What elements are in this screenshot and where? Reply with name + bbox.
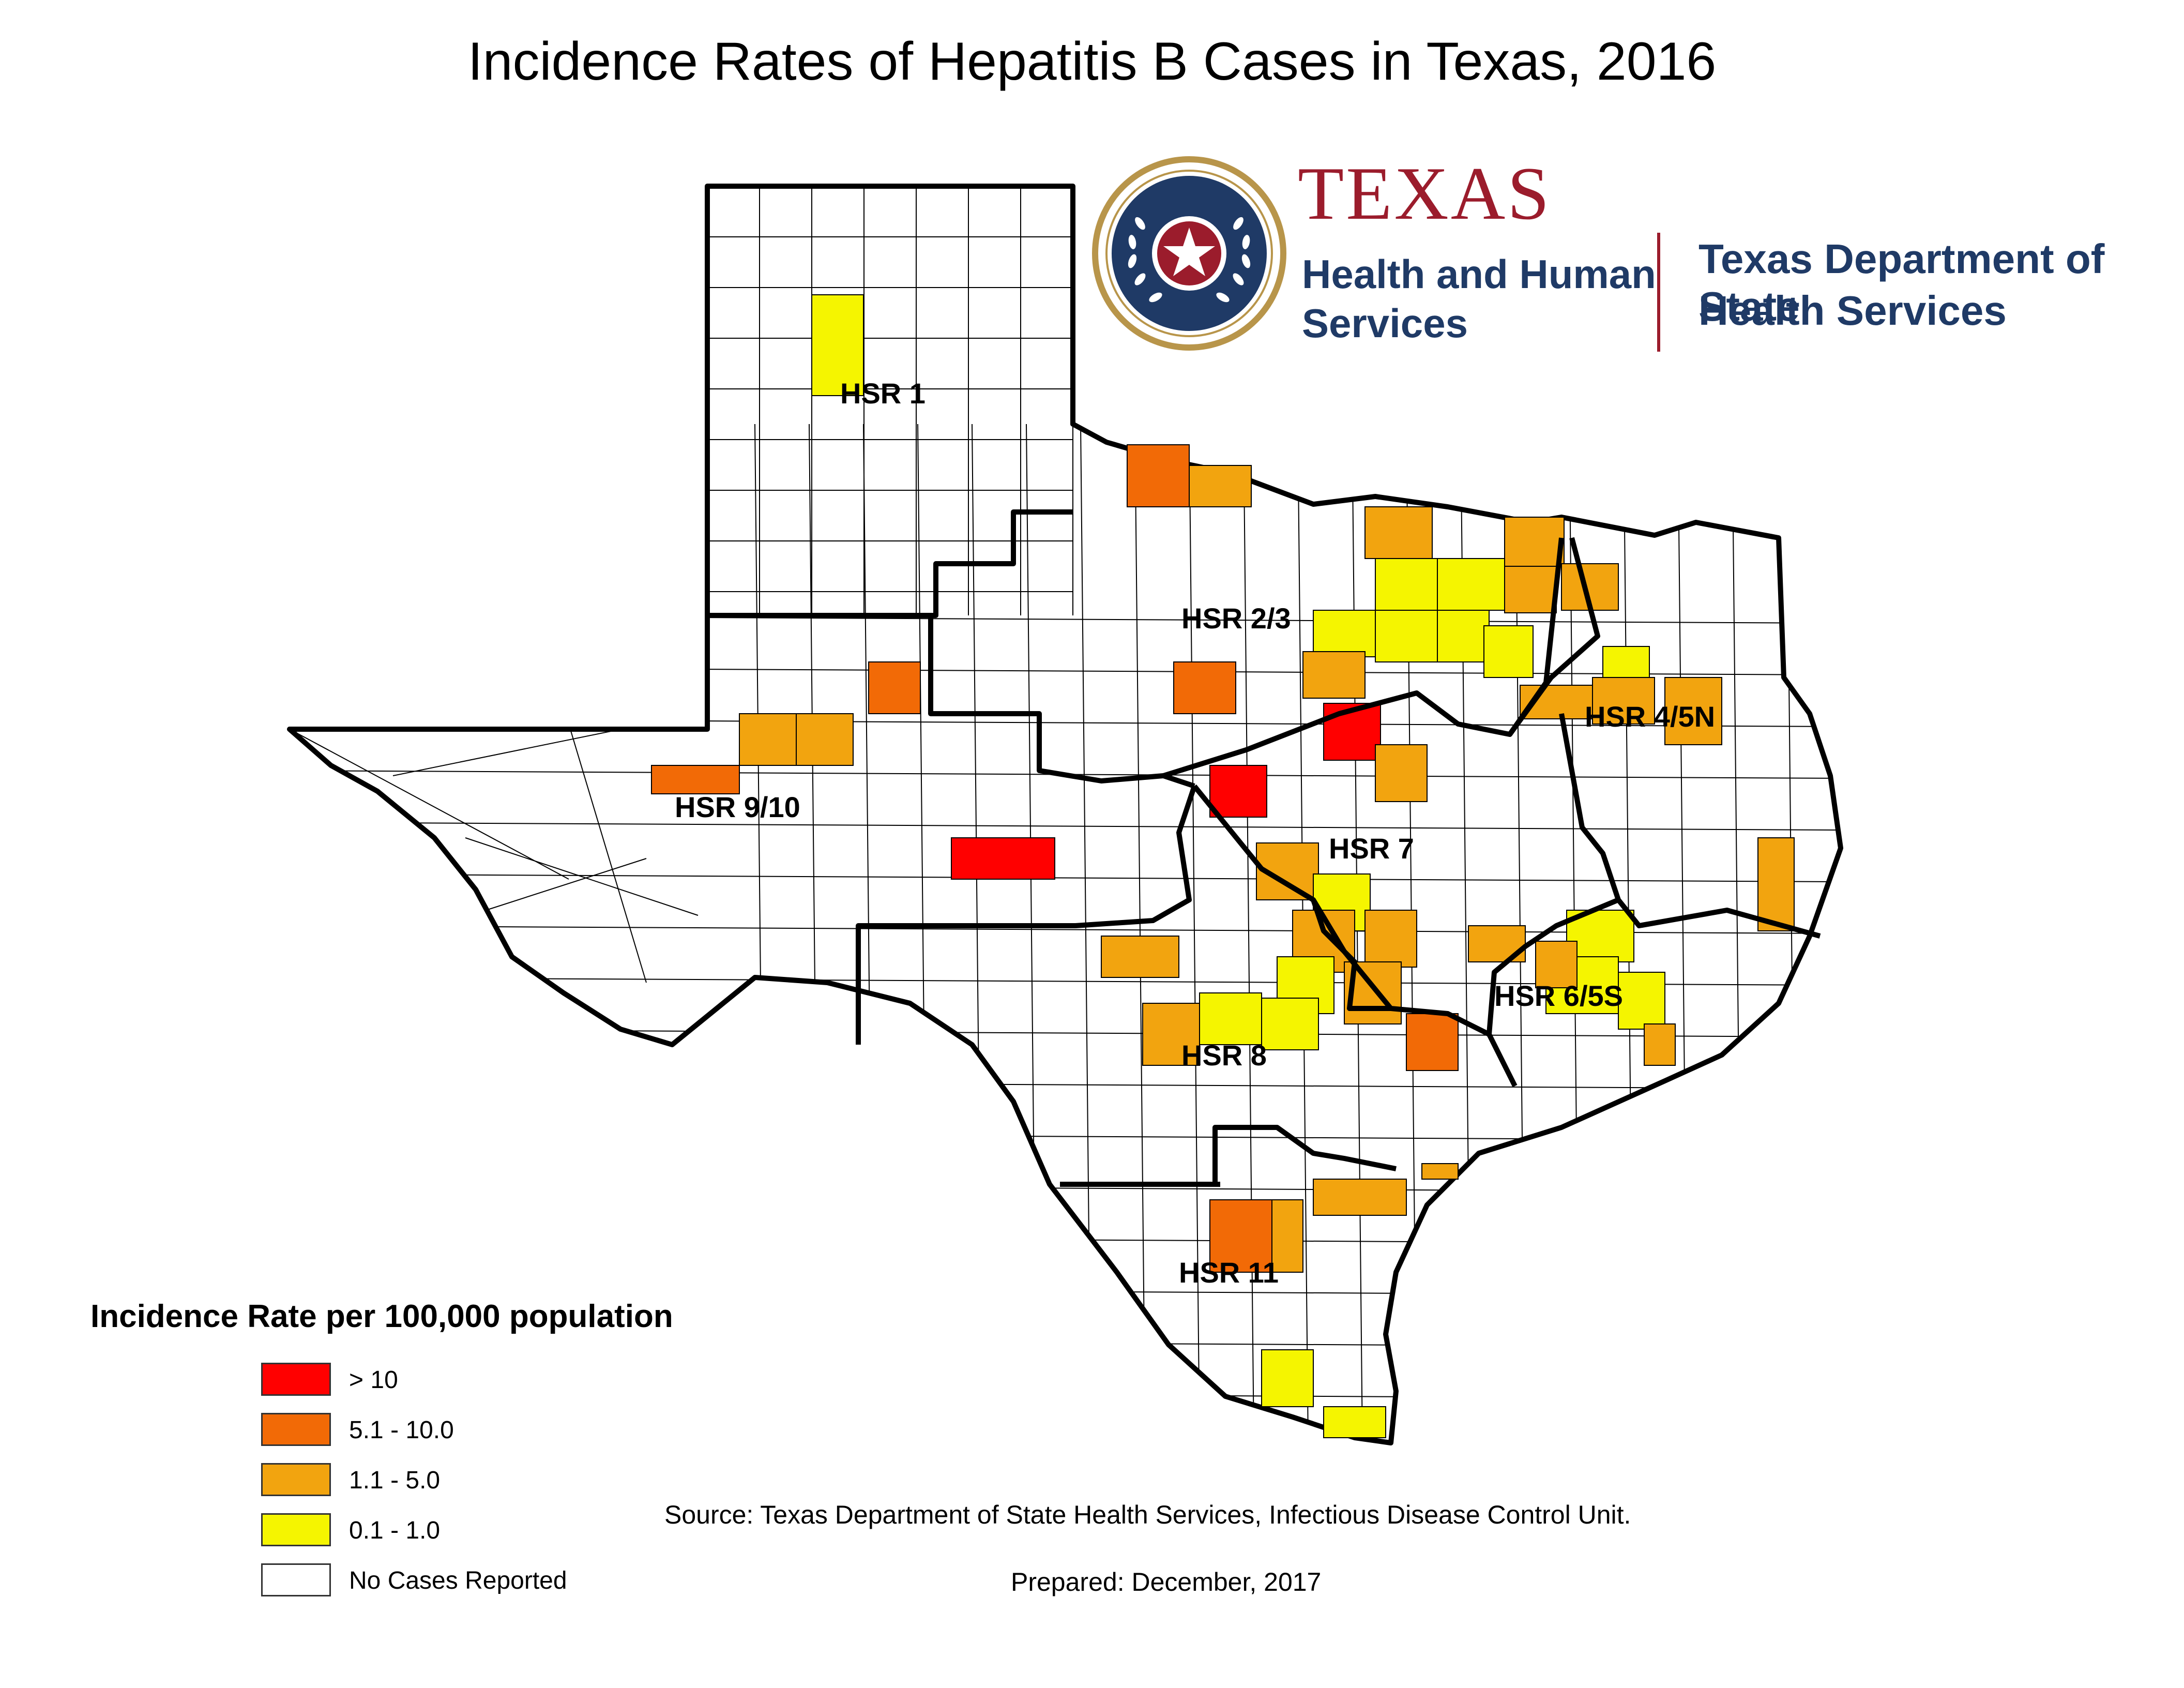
- county-fill: [1437, 610, 1490, 662]
- county-line: [1352, 424, 1363, 1443]
- county-fill: [1757, 837, 1795, 931]
- logo-divider: [1657, 233, 1660, 352]
- county-line: [279, 873, 1841, 882]
- county-line: [1189, 424, 1200, 1443]
- map-title: Incidence Rates of Hepatitis B Cases in …: [467, 32, 1717, 92]
- hsr-9-10-label: HSR 9/10: [675, 791, 800, 823]
- hsr-labels: HSR 1 HSR 2/3 HSR 4/5N HSR 9/10 HSR 7 HS…: [675, 377, 1715, 1289]
- county-fill: [1504, 517, 1565, 567]
- county-fill: [1618, 972, 1665, 1030]
- county-fill: [1199, 992, 1262, 1045]
- county-fill: [1313, 1179, 1407, 1216]
- county-line: [1134, 424, 1146, 1443]
- hsr-6-5s-label: HSR 6/5S: [1494, 979, 1623, 1012]
- county-fill: [1375, 558, 1438, 611]
- legend-title: Incidence Rate per 100,000 population: [90, 1299, 673, 1334]
- hhs-name-line2: Services: [1302, 300, 1468, 346]
- county-fill: [1592, 677, 1655, 725]
- legend-label: 0.1 - 1.0: [349, 1517, 441, 1544]
- hsr-8-label: HSR 8: [1181, 1039, 1267, 1072]
- county-line: [465, 837, 699, 916]
- legend-label: > 10: [349, 1366, 398, 1394]
- prepared-date: Prepared: December, 2017: [1011, 1568, 1322, 1596]
- dshs-name-line1: Texas Department of State: [1698, 236, 2105, 329]
- hsr-11-label: HSR 11: [1179, 1256, 1279, 1289]
- legend-swatch: [261, 1413, 331, 1446]
- county-fill: [1375, 744, 1428, 802]
- county-fill: [1504, 566, 1557, 613]
- legend-label: No Cases Reported: [349, 1567, 567, 1594]
- hhs-name-line1: Health and Human: [1302, 251, 1656, 297]
- legend-label: 5.1 - 10.0: [349, 1416, 454, 1444]
- county-fill: [811, 294, 864, 396]
- county-fill: [1323, 1406, 1386, 1438]
- county-fill: [1664, 677, 1722, 745]
- county-fill: [1261, 998, 1319, 1050]
- agency-logos: TEXAS Health and Human Services Texas De…: [1091, 150, 2166, 372]
- county-fill: [868, 661, 921, 714]
- texas-wordmark: TEXAS: [1298, 152, 1552, 235]
- county-fill: [1644, 1023, 1676, 1066]
- county-fill: [1127, 444, 1190, 507]
- legend-swatch: [261, 1563, 331, 1596]
- county-fill: [1261, 1349, 1314, 1407]
- county-fill: [1173, 661, 1236, 714]
- county-fills: [651, 294, 1795, 1438]
- texas-seal-icon: [1092, 156, 1286, 351]
- county-fill: [1189, 465, 1252, 507]
- hsr-7-label: HSR 7: [1329, 832, 1414, 865]
- source-note: Source: Texas Department of State Health…: [664, 1500, 1631, 1529]
- county-fill: [1101, 936, 1179, 978]
- county-fill: [651, 765, 740, 794]
- county-line: [568, 724, 647, 983]
- county-line: [289, 729, 569, 880]
- county-fill: [1421, 1163, 1459, 1180]
- hsr-4-5n-label: HSR 4/5N: [1585, 700, 1715, 733]
- county-line: [279, 1287, 1841, 1296]
- legend-swatch: [261, 1363, 331, 1396]
- legend-label: 1.1 - 5.0: [349, 1467, 441, 1494]
- hsr-2-3-label: HSR 2/3: [1181, 602, 1291, 635]
- legend-swatch: [261, 1463, 331, 1496]
- county-fill: [1406, 1013, 1459, 1071]
- county-fill: [1209, 1199, 1272, 1273]
- county-fill: [1313, 610, 1376, 657]
- county-line: [279, 1235, 1841, 1244]
- county-fill: [1602, 646, 1650, 683]
- texas-outline: [287, 184, 1843, 1445]
- county-fill: [1364, 910, 1417, 968]
- county-fill: [1483, 625, 1534, 678]
- county-fill: [1271, 1199, 1303, 1273]
- map-legend: Incidence Rate per 100,000 population > …: [90, 1298, 814, 1619]
- county-fill: [739, 713, 797, 766]
- county-fill: [796, 713, 854, 766]
- county-fill: [1437, 558, 1505, 611]
- county-fill: [1535, 941, 1578, 988]
- county-fill: [1209, 765, 1267, 818]
- county-fill: [951, 837, 1055, 880]
- dshs-name-line2: Health Services: [1698, 288, 2007, 334]
- county-line: [1840, 424, 1841, 1443]
- county-fill: [1364, 506, 1433, 559]
- hsr-boundaries: [707, 509, 1821, 1187]
- county-line: [1243, 424, 1254, 1443]
- hsr-1-label: HSR 1: [840, 377, 926, 410]
- county-fill: [1375, 610, 1438, 662]
- county-fill: [1302, 651, 1366, 699]
- legend-swatch: [261, 1513, 331, 1546]
- county-line: [392, 724, 647, 776]
- county-line: [486, 858, 647, 911]
